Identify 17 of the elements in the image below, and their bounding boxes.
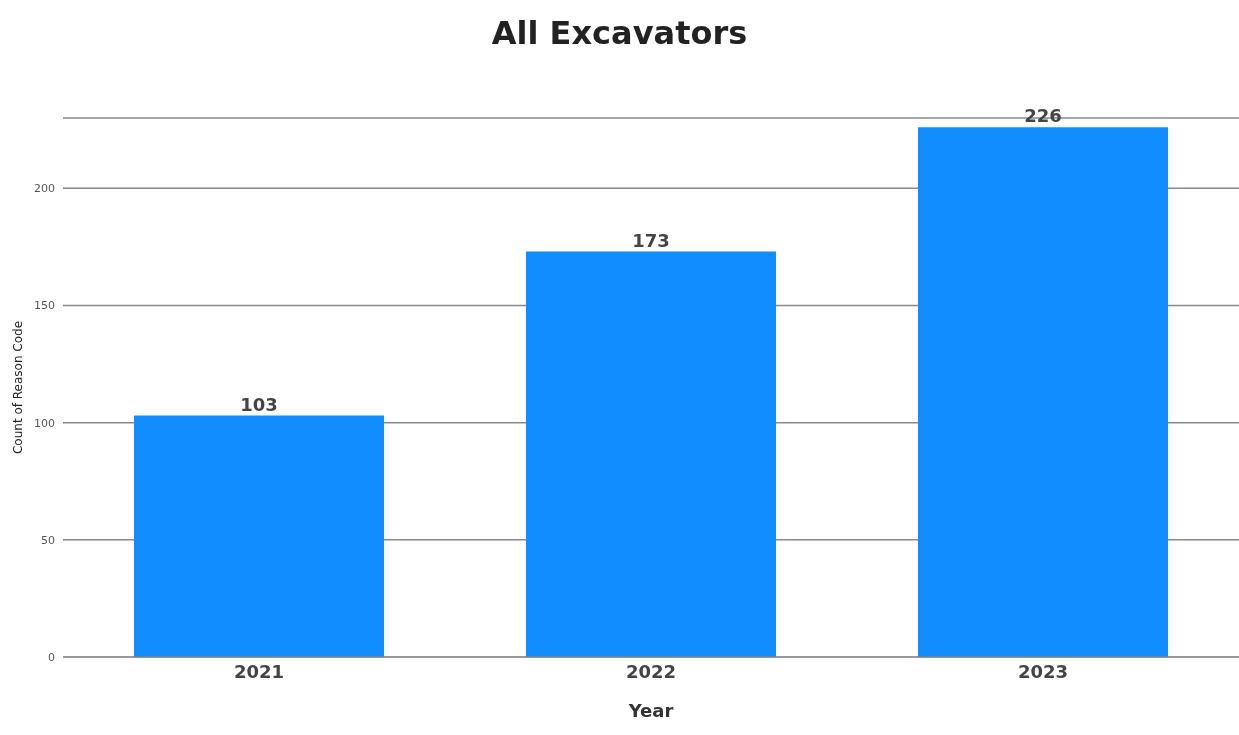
x-axis-title: Year <box>627 700 674 721</box>
y-tick-label: 0 <box>48 650 55 664</box>
y-axis-title: Count of Reason Code <box>11 320 26 455</box>
y-tick-label: 50 <box>41 533 55 547</box>
x-tick-label: 2021 <box>233 660 285 682</box>
bar <box>526 251 776 657</box>
data-label: 103 <box>240 393 278 415</box>
y-tick-label: 100 <box>34 416 55 430</box>
bar <box>918 127 1168 657</box>
x-tick-label: 2023 <box>1017 660 1069 682</box>
y-tick-label: 150 <box>34 299 55 313</box>
data-label: 226 <box>1024 105 1062 127</box>
data-label: 173 <box>632 229 670 251</box>
y-tick-label: 200 <box>34 182 55 196</box>
chart-title: All Excavators <box>490 13 749 54</box>
x-tick-label: 2022 <box>625 660 677 682</box>
bar <box>134 415 384 657</box>
